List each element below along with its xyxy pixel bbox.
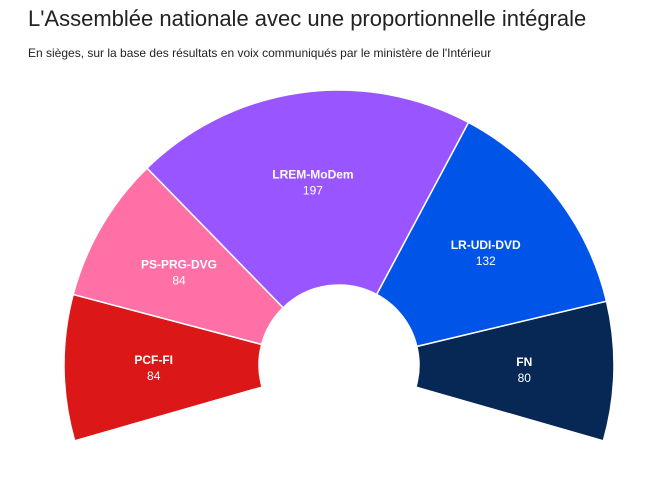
segment-value-pcf-fi: 84 xyxy=(147,369,161,383)
segment-label-ps-prg-dvg: PS-PRG-DVG xyxy=(141,258,217,272)
segment-lrem-modem xyxy=(145,89,470,309)
segment-value-lrem-modem: 197 xyxy=(303,184,323,198)
segment-value-ps-prg-dvg: 84 xyxy=(172,274,186,288)
segment-ps-prg-dvg xyxy=(72,167,285,346)
chart-title: L'Assemblée nationale avec une proportio… xyxy=(28,6,587,31)
segment-pcf-fi xyxy=(63,293,264,442)
segment-label-lrem-modem: LREM-MoDem xyxy=(272,168,353,182)
segment-value-lr-udi-dvd: 132 xyxy=(476,254,496,268)
segment-label-pcf-fi: PCF-FI xyxy=(134,353,173,367)
chart-subtitle: En sièges, sur la base des résultats en … xyxy=(28,46,492,60)
segment-label-fn: FN xyxy=(516,355,532,369)
segment-value-fn: 80 xyxy=(518,371,532,385)
segment-fn xyxy=(414,300,615,442)
segment-label-lr-udi-dvd: LR-UDI-DVD xyxy=(451,238,521,252)
segment-lr-udi-dvd xyxy=(375,121,608,348)
